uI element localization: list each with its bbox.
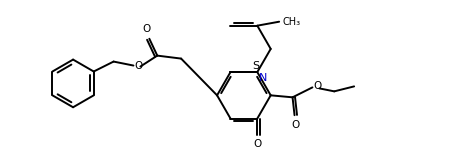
Text: O: O xyxy=(253,139,261,149)
Text: O: O xyxy=(291,120,299,130)
Text: O: O xyxy=(134,60,142,71)
Text: O: O xyxy=(142,24,150,34)
Text: O: O xyxy=(313,81,321,91)
Text: CH₃: CH₃ xyxy=(282,17,299,27)
Text: S: S xyxy=(252,61,259,71)
Text: N: N xyxy=(259,73,267,83)
